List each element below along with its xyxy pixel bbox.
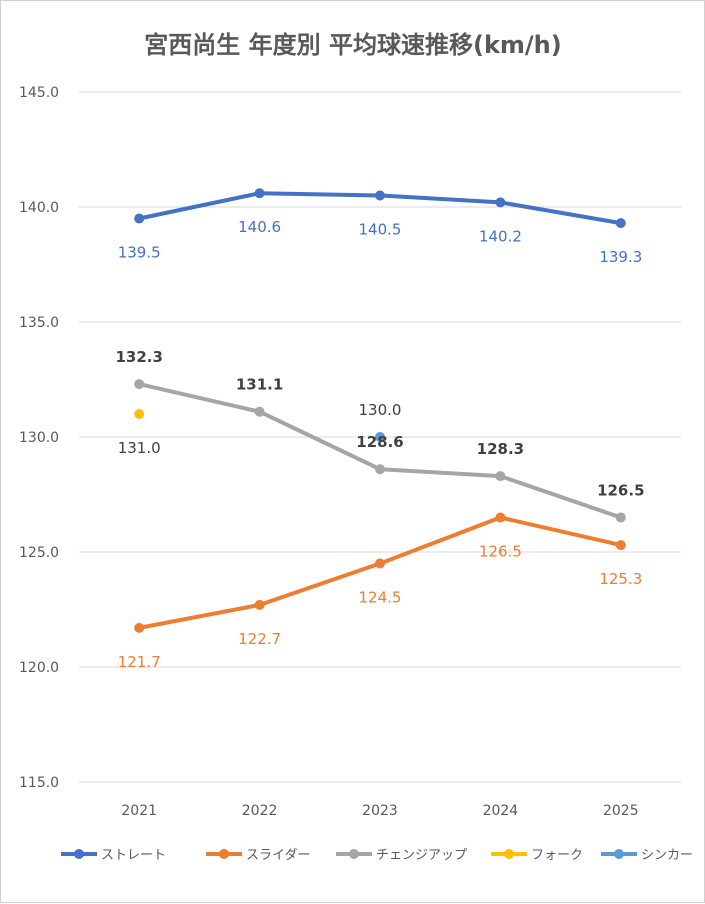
y-tick-label: 140.0 [19,200,59,216]
data-point [375,190,385,201]
data-labels: 139.5 140.6 140.5 140.2 139.3 121.7 122.7 124.5… [115,218,644,671]
x-tick-label: 2025 [603,803,639,819]
legend: ストレート スライダー チェンジアップ フォーク シンカー [61,848,693,863]
x-tick-label: 2022 [242,803,278,819]
series-line [137,515,623,630]
data-label: 140.5 [359,221,402,239]
legend-entry: シンカー [641,848,693,863]
gridlines [79,91,681,783]
data-point [615,218,626,229]
legend-entry: フォーク [531,848,583,863]
data-point [375,432,385,442]
y-tick-label: 120.0 [19,660,59,676]
y-tick-label: 115.0 [19,775,59,791]
data-point [254,406,265,417]
legend-swatch-marker [504,849,514,859]
y-tick-label: 145.0 [19,85,59,101]
data-label: 128.3 [477,440,524,458]
legend-swatch-marker [74,849,84,859]
series-group [134,188,626,633]
legend-entry: ストレート [101,848,166,863]
data-point [254,599,265,610]
data-point [134,409,145,419]
legend-swatch-marker [614,849,624,859]
data-label: 140.6 [238,218,281,236]
data-label: 131.1 [236,376,283,394]
data-label: 139.3 [599,248,642,266]
data-label: 132.3 [115,348,162,366]
data-point [615,540,626,551]
data-point [375,558,385,569]
data-label: 140.2 [479,227,522,245]
y-tick-label: 135.0 [19,315,59,331]
data-label: 124.5 [359,589,402,607]
data-point [254,188,265,199]
legend-swatch-marker [219,849,229,859]
data-label: 139.5 [118,244,161,262]
data-point [375,464,385,475]
data-label: 131.0 [118,439,161,457]
x-tick-label: 2023 [362,803,398,819]
y-axis: 115.0 120.0 125.0 130.0 135.0 140.0 145.0 [19,85,59,791]
data-point [495,197,506,208]
data-label: 121.7 [118,653,161,671]
data-point [134,213,145,224]
legend-swatch-marker [349,849,359,859]
chart-title: 宮西尚生 年度別 平均球速推移(km/h) [144,31,561,59]
legend-entry: スライダー [246,848,310,863]
data-point [134,622,145,633]
data-label: 122.7 [238,630,281,648]
data-point [134,379,145,390]
x-axis: 2021 2022 2023 2024 2025 [121,803,638,819]
data-label: 126.5 [597,482,644,500]
y-tick-label: 125.0 [19,545,59,561]
data-point [615,512,626,523]
x-tick-label: 2024 [483,803,519,819]
data-label: 130.0 [359,401,402,419]
data-label: 128.6 [356,433,403,451]
data-label: 125.3 [599,570,642,588]
data-point [495,512,506,523]
x-tick-label: 2021 [121,803,157,819]
legend-entry: チェンジアップ [376,848,467,863]
data-point [495,471,506,482]
y-tick-label: 130.0 [19,430,59,446]
data-label: 126.5 [479,543,522,561]
